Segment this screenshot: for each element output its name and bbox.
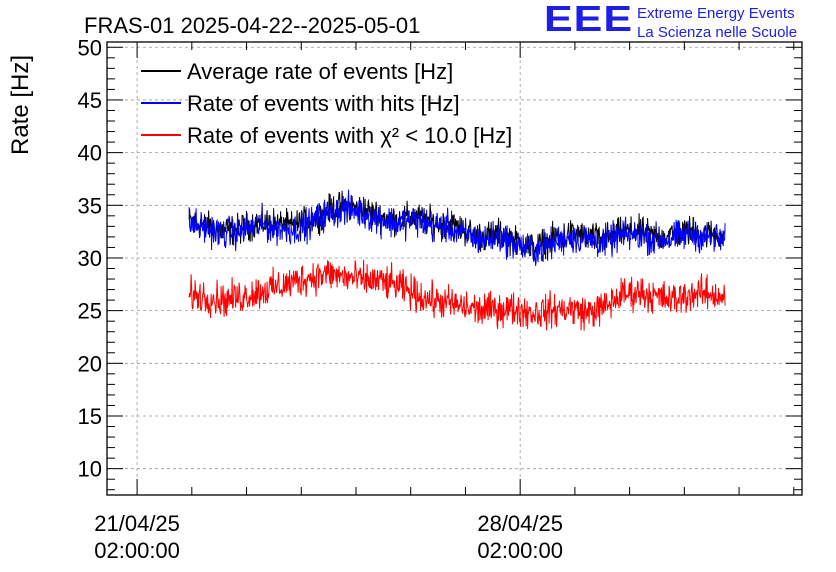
eee-logo-line2: La Scienza nelle Scuole bbox=[637, 24, 798, 41]
legend-label-chi2: Rate of events with χ² < 10.0 [Hz] bbox=[187, 123, 512, 148]
axes: 10152025303540455021/04/2502:00:0028/04/… bbox=[78, 35, 802, 563]
legend-label-hits: Rate of events with hits [Hz] bbox=[187, 91, 460, 116]
y-tick-label: 50 bbox=[78, 35, 102, 60]
x-tick-label-time: 02:00:00 bbox=[477, 538, 563, 563]
series-chi2-line bbox=[188, 259, 726, 331]
legend: Average rate of events [Hz] Rate of even… bbox=[141, 59, 512, 148]
eee-logo: EEE bbox=[544, 0, 634, 42]
eee-logo-line1: Extreme Energy Events bbox=[637, 5, 795, 22]
grid-lines bbox=[107, 42, 802, 495]
x-tick-label-time: 02:00:00 bbox=[94, 538, 180, 563]
y-tick-label: 35 bbox=[78, 193, 102, 218]
eee-logo-text: EEE bbox=[544, 0, 634, 40]
x-tick-label-date: 21/04/25 bbox=[94, 511, 180, 536]
y-tick-label: 45 bbox=[78, 88, 102, 113]
eee-logo-caption: Extreme Energy Events La Scienza nelle S… bbox=[637, 4, 797, 42]
x-tick-label-date: 28/04/25 bbox=[477, 511, 563, 536]
y-tick-label: 20 bbox=[78, 351, 102, 376]
y-tick-label: 10 bbox=[78, 457, 102, 482]
y-tick-label: 15 bbox=[78, 404, 102, 429]
y-tick-label: 25 bbox=[78, 299, 102, 324]
series-hits-line bbox=[188, 189, 726, 266]
y-tick-label: 30 bbox=[78, 246, 102, 271]
y-axis-label: Rate [Hz] bbox=[7, 55, 34, 155]
chart-title: FRAS-01 2025-04-22--2025-05-01 bbox=[84, 13, 420, 38]
legend-label-average: Average rate of events [Hz] bbox=[187, 59, 453, 84]
y-tick-label: 40 bbox=[78, 141, 102, 166]
plot-lines bbox=[188, 189, 726, 331]
